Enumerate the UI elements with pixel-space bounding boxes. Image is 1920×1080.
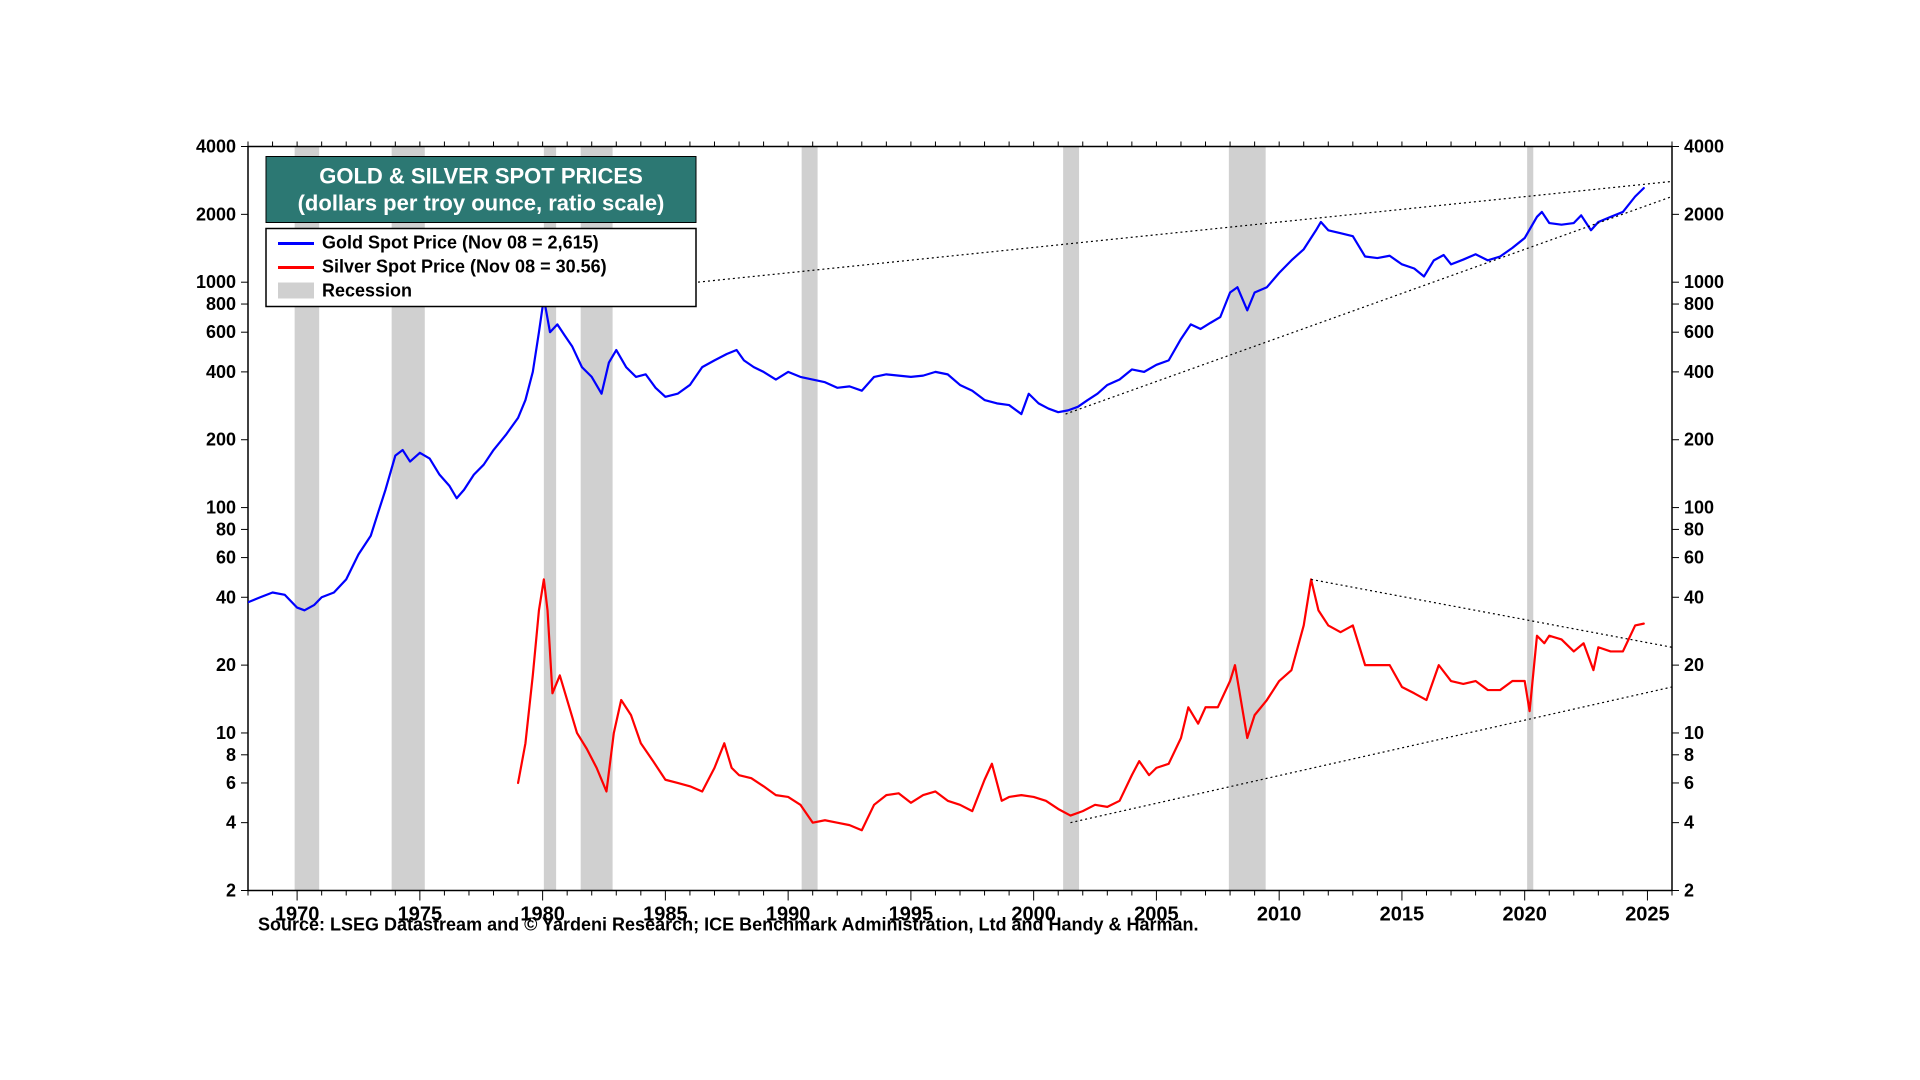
y-tick-label-right: 4: [1684, 813, 1694, 833]
y-tick-label-right: 10: [1684, 723, 1704, 743]
y-tick-label-left: 2000: [196, 204, 236, 224]
y-tick-label-left: 4: [226, 813, 236, 833]
legend-label: Gold Spot Price (Nov 08 = 2,615): [322, 233, 599, 253]
y-tick-label-left: 40: [216, 587, 236, 607]
y-tick-label-right: 100: [1684, 498, 1714, 518]
y-tick-label-right: 6: [1684, 773, 1694, 793]
y-tick-label-left: 100: [206, 498, 236, 518]
y-tick-label-right: 200: [1684, 430, 1714, 450]
y-tick-label-right: 400: [1684, 362, 1714, 382]
recession-band: [1229, 147, 1266, 891]
y-tick-label-right: 60: [1684, 548, 1704, 568]
legend-label: Recession: [322, 281, 412, 301]
y-tick-label-right: 4000: [1684, 137, 1724, 157]
y-tick-label-right: 20: [1684, 655, 1704, 675]
recession-band: [802, 147, 818, 891]
y-tick-label-left: 10: [216, 723, 236, 743]
y-tick-label-left: 8: [226, 745, 236, 765]
y-tick-label-left: 2: [226, 881, 236, 901]
y-tick-label-left: 800: [206, 294, 236, 314]
x-tick-label: 2025: [1625, 904, 1670, 926]
y-tick-label-right: 40: [1684, 587, 1704, 607]
recession-band: [1063, 147, 1079, 891]
chart-title-line1: GOLD & SILVER SPOT PRICES: [319, 164, 643, 189]
y-tick-label-right: 800: [1684, 294, 1714, 314]
y-tick-label-right: 600: [1684, 322, 1714, 342]
y-tick-label-left: 4000: [196, 137, 236, 157]
y-tick-label-right: 80: [1684, 519, 1704, 539]
x-tick-label: 2015: [1380, 904, 1425, 926]
y-tick-label-left: 6: [226, 773, 236, 793]
recession-band: [1527, 147, 1533, 891]
y-tick-label-left: 1000: [196, 272, 236, 292]
y-tick-label-left: 600: [206, 322, 236, 342]
y-tick-label-left: 400: [206, 362, 236, 382]
chart-container: 1970197519801985199019952000200520102015…: [188, 133, 1732, 948]
source-text: Source: LSEG Datastream and © Yardeni Re…: [258, 915, 1199, 935]
chart-svg: 1970197519801985199019952000200520102015…: [188, 133, 1732, 943]
y-tick-label-right: 8: [1684, 745, 1694, 765]
legend-label: Silver Spot Price (Nov 08 = 30.56): [322, 257, 607, 277]
x-tick-label: 2010: [1257, 904, 1302, 926]
chart-title-line2: (dollars per troy ounce, ratio scale): [298, 191, 665, 216]
legend-swatch: [278, 283, 314, 299]
y-tick-label-left: 80: [216, 519, 236, 539]
y-tick-label-left: 200: [206, 430, 236, 450]
y-tick-label-left: 60: [216, 548, 236, 568]
y-tick-label-left: 20: [216, 655, 236, 675]
y-tick-label-right: 2000: [1684, 204, 1724, 224]
x-tick-label: 2020: [1502, 904, 1547, 926]
y-tick-label-right: 1000: [1684, 272, 1724, 292]
y-tick-label-right: 2: [1684, 881, 1694, 901]
